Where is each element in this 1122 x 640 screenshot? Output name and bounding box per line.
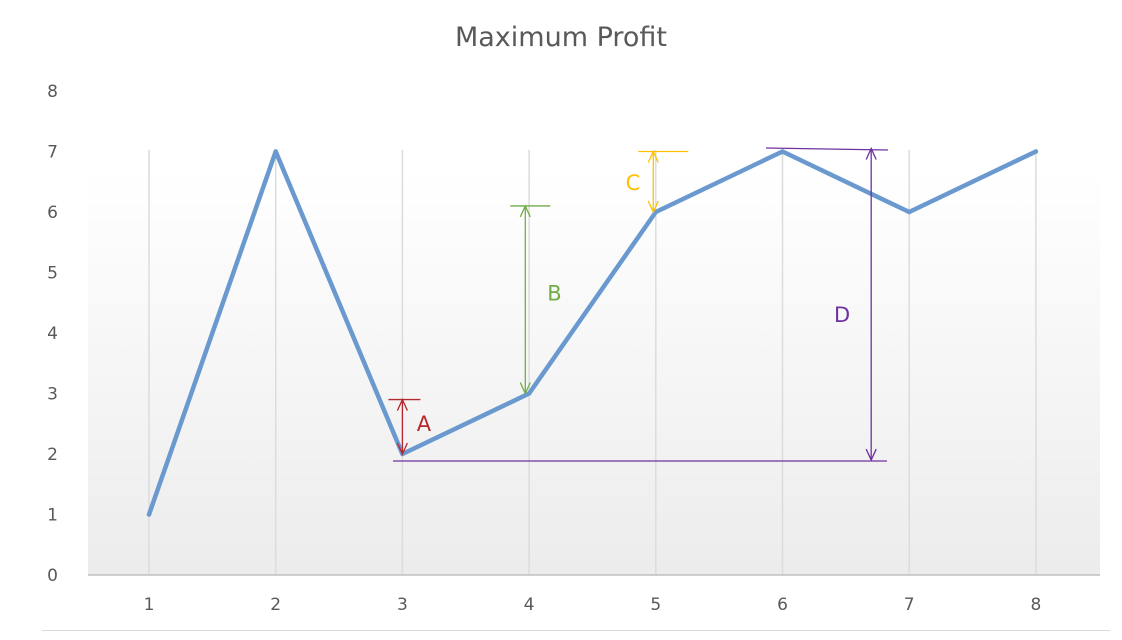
y-tick-label-6: 6 [47,203,58,223]
y-tick-label-7: 7 [47,143,58,163]
annotation-a-arrow-bottom [396,442,408,456]
data-point-2 [273,149,278,154]
y-tick-label-1: 1 [47,506,58,526]
x-tick-label-1: 1 [144,595,155,615]
y-tick-label-5: 5 [47,264,58,284]
annotation-d-cap-top [765,147,889,151]
annotation-a-label: A [417,412,432,436]
data-point-1 [146,512,152,517]
data-point-4 [526,391,532,396]
x-tick-label-3: 3 [397,595,408,615]
x-tick-label-2: 2 [270,595,281,615]
data-point-7 [907,209,912,215]
data-point-5 [653,209,658,215]
annotation-d-arrow-bottom [865,448,877,462]
annotation-d-label: D [834,303,850,327]
data-point-8 [1033,149,1039,154]
x-tick-label-5: 5 [650,595,661,615]
annotation-b-arrow-bottom [519,382,531,396]
bottom-rule [42,630,1110,631]
x-tick-label-7: 7 [904,595,915,615]
x-tick-label-4: 4 [524,595,535,615]
annotation-c-label: C [626,171,641,195]
annotation-b-label: B [547,282,561,306]
x-tick-label-6: 6 [777,595,788,615]
x-tick-label-8: 8 [1030,595,1041,615]
y-tick-label-0: 0 [47,566,58,586]
plot-background [88,170,1100,575]
annotation-c-arrow-bottom [647,200,659,214]
y-tick-label-4: 4 [47,324,58,344]
annotation-d-arrow-top [865,146,877,160]
y-tick-label-3: 3 [47,385,58,405]
y-tick-label-8: 8 [47,82,58,102]
chart-title: Maximum Profit [454,22,668,53]
data-point-6 [780,149,785,154]
y-tick-label-2: 2 [47,445,58,465]
series-line-0 [146,149,1039,517]
